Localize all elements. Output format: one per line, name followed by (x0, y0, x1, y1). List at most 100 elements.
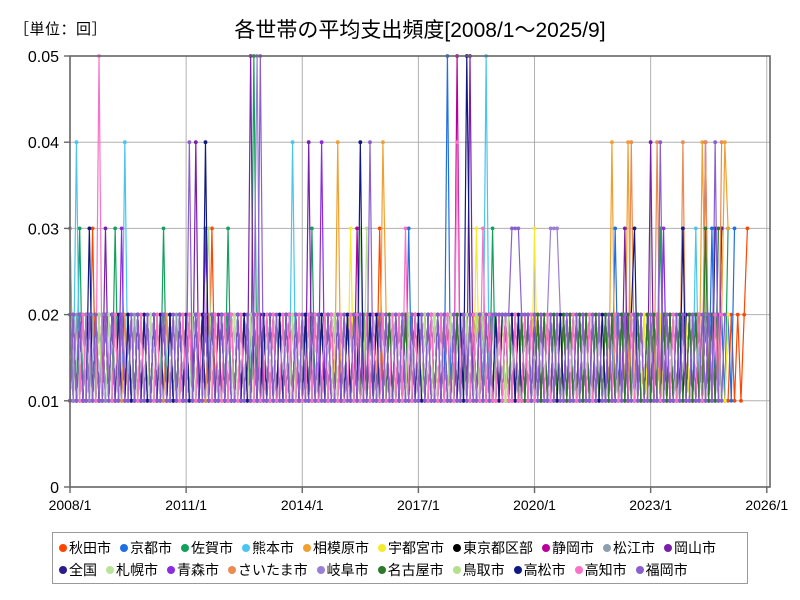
data-point (103, 398, 108, 403)
data-point (103, 312, 108, 317)
series-福岡市 (68, 54, 727, 403)
data-point (342, 312, 347, 317)
data-point (210, 398, 214, 403)
data-point (229, 398, 234, 403)
data-point (726, 226, 730, 231)
data-point (106, 312, 111, 317)
data-point (245, 312, 250, 317)
legend-marker-icon (181, 544, 189, 552)
legend-item-名古屋市[interactable]: 名古屋市 (377, 562, 444, 578)
legend-item-東京都区部[interactable]: 東京都区部 (453, 541, 533, 555)
data-point (271, 312, 276, 317)
legend-item-高知市[interactable]: 高知市 (574, 563, 627, 577)
data-point (635, 312, 640, 317)
x-axis-tick-label: 2026/1 (745, 497, 788, 513)
data-point (400, 312, 405, 317)
data-point (681, 398, 685, 403)
legend-item-静岡市[interactable]: 静岡市 (542, 541, 594, 555)
data-point (545, 398, 550, 403)
data-point (390, 398, 395, 403)
data-point (674, 312, 679, 317)
data-point (310, 398, 314, 403)
x-axis-tick-label: 2020/1 (513, 497, 556, 513)
legend-item-全国[interactable]: 全国 (59, 563, 97, 577)
data-point (306, 312, 311, 317)
legend-item-松江市[interactable]: 松江市 (603, 541, 655, 555)
data-point (451, 312, 456, 317)
data-point (403, 312, 408, 317)
data-point (264, 312, 269, 317)
data-point (716, 398, 721, 403)
legend-item-高松市[interactable]: 高松市 (513, 563, 566, 577)
data-point (422, 312, 427, 317)
data-point (203, 312, 208, 317)
chart-legend: 秋田市 京都市 佐賀市 熊本市 相模原市 宇都宮市 東京都区部 静岡市 松江市 岡山市 全国 札幌市… (52, 532, 748, 584)
legend-item-label: 鳥取市 (462, 562, 505, 578)
legend-item-label: 松江市 (613, 540, 655, 556)
unit-label: ［単位：回］ (14, 21, 108, 38)
legend-item-岡山市[interactable]: 岡山市 (664, 541, 716, 555)
legend-item-京都市[interactable]: 京都市 (120, 541, 172, 555)
data-point (445, 312, 450, 317)
legend-item-青森市[interactable]: 青森市 (167, 563, 219, 577)
data-point (490, 312, 495, 317)
x-axis-tick-label: 2008/1 (49, 497, 92, 513)
legend-item-鳥取市[interactable]: 鳥取市 (452, 562, 505, 578)
data-point (222, 398, 227, 403)
data-point (329, 398, 334, 403)
data-point (77, 226, 82, 231)
data-point (668, 312, 672, 317)
data-point (235, 312, 240, 317)
data-point (310, 226, 314, 231)
data-point (381, 398, 385, 403)
data-point (481, 398, 485, 403)
data-point (93, 398, 98, 403)
data-point (471, 398, 476, 403)
x-axis-tick-label: 2014/1 (281, 497, 324, 513)
data-point (706, 398, 711, 403)
data-point (345, 312, 350, 317)
legend-item-label: 名古屋市 (387, 562, 444, 578)
legend-item-宇都宮市[interactable]: 宇都宮市 (378, 541, 444, 555)
data-point (600, 398, 605, 403)
data-point (310, 312, 314, 317)
data-point (119, 226, 124, 231)
data-point (622, 312, 627, 317)
data-point (251, 312, 256, 317)
data-point (606, 398, 611, 403)
data-point (284, 398, 289, 403)
legend-item-福岡市[interactable]: 福岡市 (635, 563, 688, 577)
data-point (377, 226, 382, 231)
data-point (655, 398, 659, 403)
data-point (681, 226, 685, 231)
legend-item-label: 全国 (69, 562, 97, 578)
legend-item-佐賀市[interactable]: 佐賀市 (181, 541, 233, 555)
data-point (629, 398, 634, 403)
data-point (503, 312, 508, 317)
data-point (355, 312, 359, 317)
data-point (255, 398, 259, 403)
legend-item-相模原市[interactable]: 相模原市 (303, 541, 369, 555)
data-point (442, 312, 447, 317)
data-point (181, 312, 185, 317)
data-point (300, 312, 305, 317)
data-point (232, 312, 237, 317)
data-point (571, 312, 576, 317)
legend-marker-icon (603, 544, 611, 552)
data-point (348, 312, 353, 317)
data-point (158, 398, 163, 403)
data-point (397, 398, 401, 403)
data-point (464, 312, 469, 317)
data-point (635, 398, 640, 403)
legend-item-熊本市[interactable]: 熊本市 (242, 541, 294, 555)
data-point (316, 312, 321, 317)
data-point (713, 140, 718, 145)
legend-item-札幌市[interactable]: 札幌市 (106, 563, 158, 577)
legend-item-岐阜市[interactable]: 岐阜市 (316, 563, 369, 577)
data-point (358, 312, 363, 317)
data-point (616, 398, 621, 403)
legend-item-秋田市[interactable]: 秋田市 (59, 541, 111, 555)
data-point (529, 312, 534, 317)
legend-item-label: さいたま市 (238, 562, 308, 578)
legend-item-さいたま市[interactable]: さいたま市 (228, 563, 308, 577)
